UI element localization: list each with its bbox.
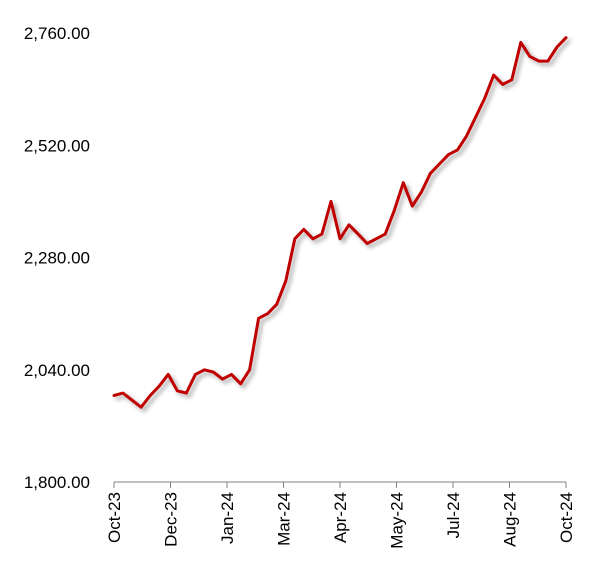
y-tick-label: 1,800.00 <box>24 473 90 492</box>
y-tick-label: 2,280.00 <box>24 249 90 268</box>
x-tick-label: Jan-24 <box>218 492 237 544</box>
x-tick-label: May-24 <box>388 492 407 549</box>
y-axis-tick-labels: 1,800.00 2,040.00 2,280.00 2,520.00 2,760.00 <box>24 24 90 492</box>
x-tick-label: Dec-23 <box>162 492 181 547</box>
x-tick-label: Mar-24 <box>275 492 294 546</box>
y-tick-label: 2,040.00 <box>24 361 90 380</box>
x-tick-label: Aug-24 <box>501 492 520 547</box>
x-axis: Oct-23 Dec-23 Jan-24 Mar-24 Apr-24 May-24 Jul-… <box>105 481 576 549</box>
x-tick-label: Oct-23 <box>105 492 124 543</box>
y-tick-label: 2,760.00 <box>24 24 90 43</box>
series-line <box>112 36 568 409</box>
x-tick-label: Jul-24 <box>444 492 463 538</box>
y-tick-label: 2,520.00 <box>24 136 90 155</box>
x-tick-label: Oct-24 <box>557 492 576 543</box>
plot-area <box>112 36 568 409</box>
x-tick-label: Apr-24 <box>331 492 350 543</box>
